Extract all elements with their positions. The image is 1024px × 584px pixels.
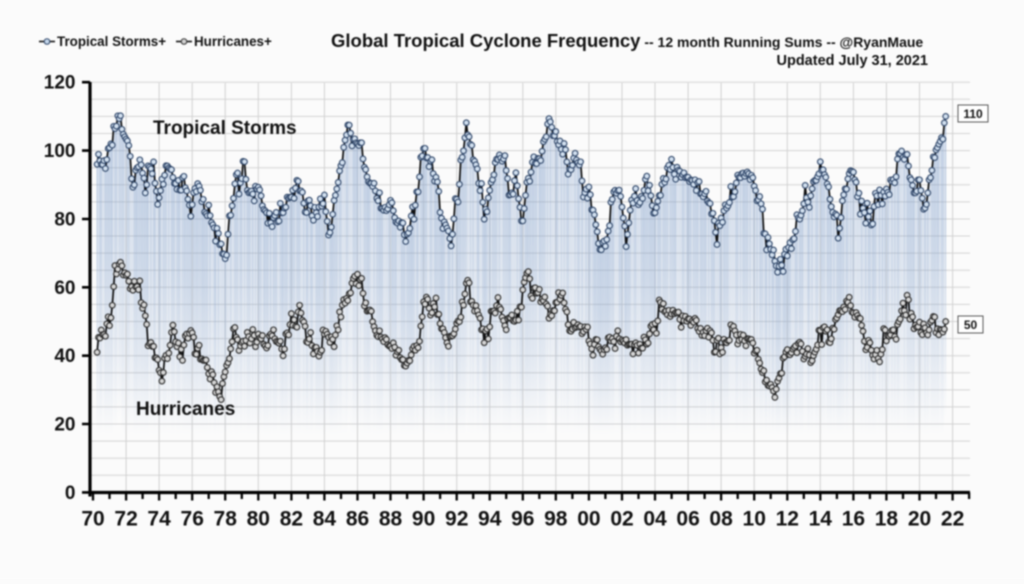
svg-text:82: 82 xyxy=(280,508,303,531)
svg-text:94: 94 xyxy=(478,508,502,531)
svg-text:Global Tropical Cyclone Freque: Global Tropical Cyclone Frequency -- 12 … xyxy=(331,30,923,51)
svg-text:90: 90 xyxy=(412,508,435,531)
svg-text:70: 70 xyxy=(81,508,104,531)
svg-text:Hurricanes: Hurricanes xyxy=(136,399,235,420)
svg-text:96: 96 xyxy=(511,508,534,531)
svg-text:14: 14 xyxy=(809,508,833,531)
svg-text:12: 12 xyxy=(776,508,799,531)
svg-text:80: 80 xyxy=(54,210,75,231)
svg-text:22: 22 xyxy=(941,508,964,531)
svg-text:84: 84 xyxy=(313,508,337,531)
svg-text:98: 98 xyxy=(544,508,568,531)
svg-text:60: 60 xyxy=(54,278,75,299)
svg-text:Tropical Storms: Tropical Storms xyxy=(153,118,297,139)
svg-text:18: 18 xyxy=(875,508,899,531)
svg-text:88: 88 xyxy=(379,508,403,531)
svg-text:20: 20 xyxy=(908,508,931,531)
svg-text:08: 08 xyxy=(709,508,733,531)
svg-text:02: 02 xyxy=(610,508,633,531)
svg-text:92: 92 xyxy=(445,508,468,531)
svg-text:Tropical Storms+: Tropical Storms+ xyxy=(57,34,166,49)
svg-text:72: 72 xyxy=(114,508,137,531)
svg-text:40: 40 xyxy=(54,346,75,367)
svg-text:80: 80 xyxy=(247,508,270,531)
svg-text:120: 120 xyxy=(44,73,76,94)
svg-text:04: 04 xyxy=(643,508,667,531)
svg-text:20: 20 xyxy=(54,415,75,436)
svg-text:00: 00 xyxy=(577,508,600,531)
svg-text:10: 10 xyxy=(743,508,766,531)
svg-text:06: 06 xyxy=(676,508,699,531)
svg-text:100: 100 xyxy=(44,141,76,162)
svg-text:50: 50 xyxy=(964,318,978,332)
svg-text:Updated July 31, 2021: Updated July 31, 2021 xyxy=(776,53,928,69)
svg-text:74: 74 xyxy=(147,508,171,531)
svg-text:76: 76 xyxy=(181,508,204,531)
svg-text:78: 78 xyxy=(214,508,238,531)
svg-text:Hurricanes+: Hurricanes+ xyxy=(194,34,272,49)
svg-text:16: 16 xyxy=(842,508,865,531)
svg-text:86: 86 xyxy=(346,508,369,531)
svg-text:0: 0 xyxy=(65,483,76,504)
svg-text:110: 110 xyxy=(963,107,983,121)
